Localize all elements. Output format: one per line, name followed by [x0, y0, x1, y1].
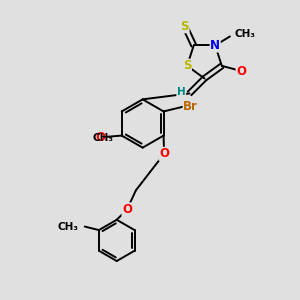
Text: CH₃: CH₃ [234, 29, 255, 39]
Text: N: N [210, 39, 220, 52]
Text: O: O [236, 64, 246, 77]
Text: Br: Br [183, 100, 198, 112]
Text: O: O [122, 203, 132, 216]
Text: CH₃: CH₃ [57, 222, 78, 232]
Text: H: H [177, 87, 186, 97]
Text: O: O [95, 130, 105, 143]
Text: S: S [181, 20, 189, 33]
Text: O: O [159, 147, 169, 160]
Text: S: S [183, 59, 191, 72]
Text: CH₃: CH₃ [92, 133, 113, 142]
